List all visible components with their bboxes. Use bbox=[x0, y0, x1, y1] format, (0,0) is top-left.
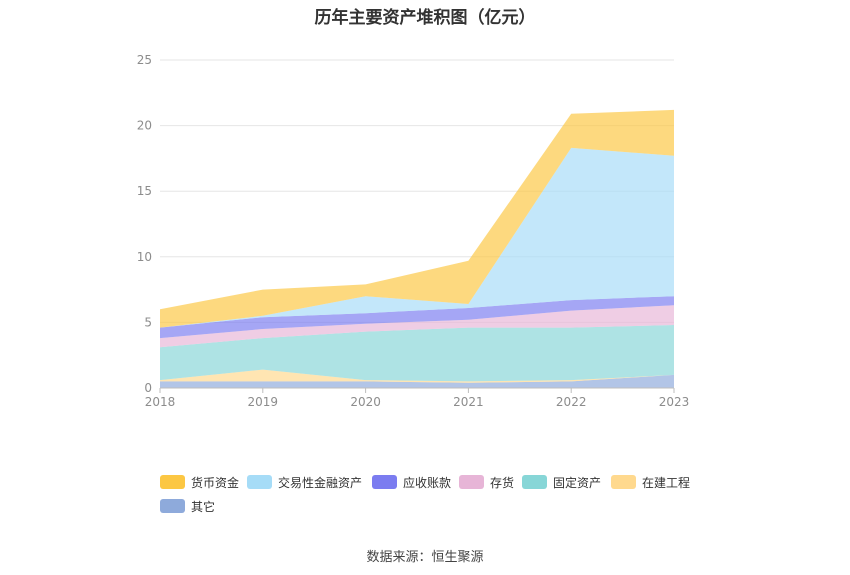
x-tick-label: 2022 bbox=[556, 395, 587, 409]
area-layer bbox=[160, 109, 674, 388]
area-series-2[interactable] bbox=[160, 325, 674, 382]
legend-swatch-trading-assets bbox=[247, 475, 272, 489]
axis-layer: 0 5 10 15 20 25 2018 2019 2020 2021 2022 2023 bbox=[137, 53, 690, 409]
legend-item-other[interactable]: 其它 bbox=[160, 497, 215, 515]
y-tick-label: 10 bbox=[137, 250, 152, 264]
legend-item-cash[interactable]: 货币资金 bbox=[160, 473, 239, 491]
y-tick-label: 0 bbox=[144, 381, 152, 395]
legend-label-construction: 在建工程 bbox=[642, 475, 691, 490]
legend-item-fixed-assets[interactable]: 固定资产 bbox=[522, 473, 601, 491]
legend-swatch-construction bbox=[611, 475, 636, 489]
source-note: 数据来源：恒生聚源 bbox=[366, 550, 484, 565]
legend-item-trading-assets[interactable]: 交易性金融资产 bbox=[247, 473, 362, 491]
area-series-0[interactable] bbox=[160, 374, 674, 388]
legend-label-cash: 货币资金 bbox=[191, 475, 240, 490]
legend-label-other: 其它 bbox=[191, 499, 216, 514]
legend-label-trading-assets: 交易性金融资产 bbox=[278, 475, 363, 490]
chart-title: 历年主要资产堆积图（亿元） bbox=[314, 8, 536, 28]
legend-label-inventory: 存货 bbox=[490, 475, 515, 490]
y-tick-label: 20 bbox=[137, 119, 152, 133]
legend-item-inventory[interactable]: 存货 bbox=[459, 473, 514, 491]
legend-label-fixed-assets: 固定资产 bbox=[553, 475, 602, 490]
legend-item-receivables[interactable]: 应收账款 bbox=[372, 473, 451, 491]
legend-item-construction[interactable]: 在建工程 bbox=[611, 473, 690, 491]
x-tick-label: 2019 bbox=[248, 395, 279, 409]
area-series-6[interactable] bbox=[160, 109, 674, 328]
x-tick-label: 2018 bbox=[145, 395, 176, 409]
x-tick-label: 2020 bbox=[350, 395, 381, 409]
y-tick-label: 5 bbox=[144, 315, 152, 329]
area-series-3[interactable] bbox=[160, 305, 674, 348]
legend-swatch-other bbox=[160, 499, 185, 513]
area-series-4[interactable] bbox=[160, 296, 674, 339]
legend-swatch-inventory bbox=[459, 475, 484, 489]
x-tick-label: 2021 bbox=[453, 395, 484, 409]
legend-label-receivables: 应收账款 bbox=[403, 475, 452, 490]
legend-swatch-fixed-assets bbox=[522, 475, 547, 489]
area-series-5[interactable] bbox=[160, 147, 674, 328]
legend-swatch-cash bbox=[160, 475, 185, 489]
y-tick-label: 15 bbox=[137, 184, 152, 198]
area-series-1[interactable] bbox=[160, 369, 674, 383]
legend-swatch-receivables bbox=[372, 475, 397, 489]
y-tick-label: 25 bbox=[137, 53, 152, 67]
x-tick-label: 2023 bbox=[659, 395, 690, 409]
